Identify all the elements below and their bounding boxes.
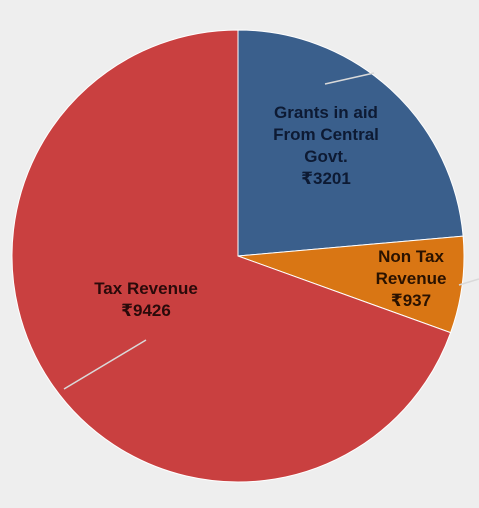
slice-label-3: Tax Revenue ₹9426 xyxy=(94,279,198,320)
slice-label-line: ₹3201 xyxy=(301,169,351,188)
pie-slice-1 xyxy=(237,29,464,257)
leader-line-2 xyxy=(458,278,479,286)
slice-label-2: Non Tax Revenue ₹937 xyxy=(376,247,447,310)
slice-label-line: From Central xyxy=(273,125,379,144)
slice-label-line: Tax Revenue xyxy=(94,279,198,298)
pie-slice-3 xyxy=(11,29,452,483)
slice-label-line: ₹937 xyxy=(391,291,431,310)
slice-label-line: Non Tax xyxy=(378,247,444,266)
slice-label-1: Grants in aid From Central Govt. ₹3201 xyxy=(273,103,379,188)
slice-label-line: Govt. xyxy=(304,147,347,166)
slice-label-line: Revenue xyxy=(376,269,447,288)
leader-line-1 xyxy=(324,72,375,85)
leader-line-3 xyxy=(63,339,147,390)
slice-label-line: Grants in aid xyxy=(274,103,378,122)
slice-label-line: ₹9426 xyxy=(121,301,171,320)
